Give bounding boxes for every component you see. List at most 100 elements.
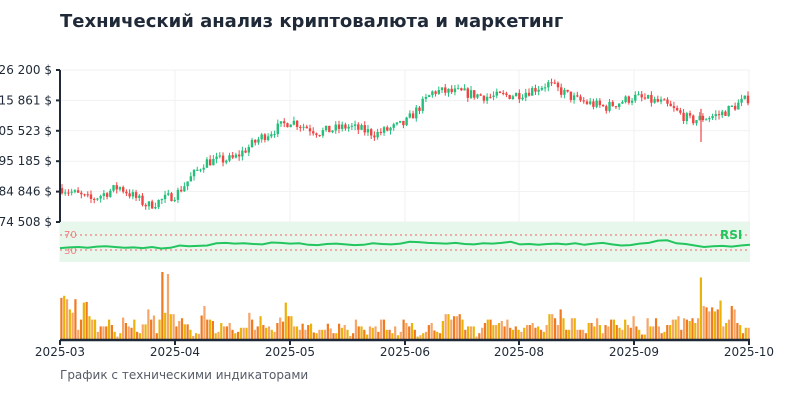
candle-body <box>701 115 705 121</box>
candle-body <box>266 136 270 141</box>
volume-bar <box>382 319 386 340</box>
candle-body <box>672 106 676 109</box>
volume-bar <box>295 326 299 340</box>
volume-bar <box>164 312 167 340</box>
volume-bar <box>545 325 548 340</box>
volume-bar <box>323 329 327 340</box>
volume-bar <box>489 319 492 340</box>
volume-bar <box>366 334 369 340</box>
volume-bar <box>377 331 380 340</box>
volume-bar <box>590 323 593 340</box>
volume-bar <box>514 326 517 340</box>
candle-body <box>634 94 637 101</box>
candle-body <box>653 99 656 103</box>
candle-body <box>244 150 247 153</box>
candle-body <box>144 204 147 207</box>
candle-body <box>395 122 399 125</box>
volume-bar <box>509 327 512 340</box>
volume-bar <box>464 329 467 340</box>
candle-body <box>453 88 457 93</box>
candle-body <box>328 125 331 133</box>
volume-bar <box>467 326 470 340</box>
volume-bar <box>604 325 607 340</box>
volume-bar <box>444 314 447 340</box>
candle-body <box>415 107 418 119</box>
volume-bar <box>110 325 113 340</box>
candle-body <box>292 120 296 125</box>
volume-bar <box>354 319 358 340</box>
volume-bar <box>739 325 742 340</box>
volume-bar <box>312 332 315 340</box>
candle-body <box>389 127 392 131</box>
volume-bar <box>301 323 304 340</box>
volume-bar <box>534 327 537 340</box>
candle-body <box>595 100 598 107</box>
volume-bar <box>486 319 489 340</box>
candle-body <box>115 185 118 190</box>
volume-bar <box>680 329 683 340</box>
candle-body <box>373 135 376 138</box>
volume-bar <box>175 326 178 340</box>
price-axis-label: 95 185 $ <box>0 154 52 168</box>
candle-body <box>369 129 373 136</box>
candle-body <box>105 193 109 197</box>
volume-bar <box>68 309 71 340</box>
candle-body <box>121 187 125 192</box>
volume-bar <box>629 327 632 340</box>
volume-bar <box>180 318 184 340</box>
volume-bar <box>363 329 366 340</box>
candle-body <box>202 167 205 170</box>
volume-bar <box>666 325 669 340</box>
candle-body <box>592 101 595 107</box>
candle-body <box>450 88 453 93</box>
candle-body <box>492 95 495 97</box>
volume-bar <box>231 329 234 340</box>
candle-body <box>167 193 170 195</box>
volume-bar <box>122 317 125 340</box>
candle-body <box>318 135 321 137</box>
volume-bar <box>60 297 63 340</box>
volume-bar <box>736 323 739 340</box>
volume-bar <box>562 318 565 340</box>
candle-body <box>679 110 682 113</box>
volume-bar <box>315 333 318 340</box>
volume-bar <box>374 326 377 340</box>
candle-body <box>241 150 244 157</box>
candle-body <box>337 124 341 129</box>
volume-bar <box>155 333 158 340</box>
candle-body <box>392 124 395 128</box>
volume-bar <box>371 327 374 340</box>
candle-body <box>698 115 701 121</box>
candle-body <box>76 190 80 193</box>
candle-body <box>286 123 289 128</box>
volume-bar <box>172 314 175 340</box>
candle-body <box>302 126 305 128</box>
volume-bar <box>214 333 217 340</box>
candle-body <box>518 93 521 100</box>
volume-bar <box>91 319 94 340</box>
volume-bar <box>408 326 411 340</box>
candle-body <box>463 88 466 91</box>
candle-body <box>89 194 93 199</box>
volume-bar <box>138 333 142 340</box>
volume-bar <box>551 314 554 340</box>
rsi-line <box>59 239 751 250</box>
volume-bar <box>548 314 551 340</box>
candle-body <box>237 154 241 157</box>
candle-body <box>176 189 180 200</box>
volume-bar <box>352 333 355 340</box>
candle-body <box>444 87 447 93</box>
candle-body <box>64 192 67 194</box>
volume-bar <box>357 326 360 340</box>
volume-bar <box>329 328 332 340</box>
volume-bar <box>450 319 453 340</box>
volume-bar <box>270 329 273 340</box>
candle-body <box>572 95 576 100</box>
candle-body <box>576 95 579 97</box>
volume-bar <box>447 314 450 340</box>
volume-bar <box>360 326 363 340</box>
volume-bar <box>256 326 259 340</box>
volume-bar <box>587 323 590 340</box>
candle-body <box>289 124 292 128</box>
volume-bar <box>102 326 105 340</box>
